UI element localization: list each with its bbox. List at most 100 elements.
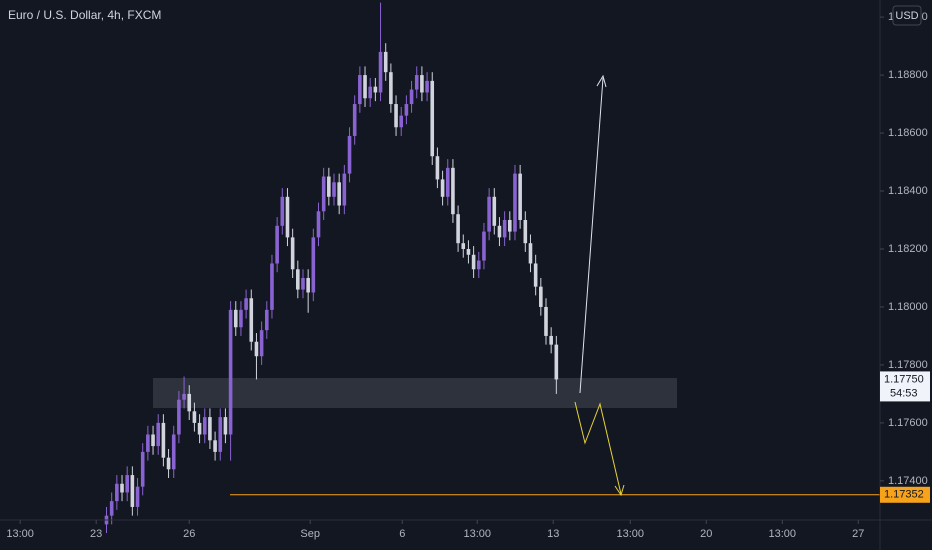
candle-body: [487, 196, 491, 232]
candle-body: [208, 417, 212, 441]
y-tick-label: 1.18200: [888, 243, 928, 255]
candle-body: [544, 306, 548, 336]
candle-body: [440, 179, 445, 197]
candle-body: [347, 135, 352, 174]
candle-body: [476, 260, 481, 270]
candle-body: [151, 434, 155, 447]
candle-body: [466, 248, 471, 255]
candle-body: [342, 173, 347, 206]
candle-body: [378, 51, 383, 93]
candle-body: [301, 277, 305, 290]
candle-body: [451, 167, 455, 215]
candle-body: [549, 335, 553, 345]
candle-body: [539, 286, 543, 307]
candle-body: [130, 475, 135, 507]
x-tick-label: 20: [700, 528, 712, 540]
candle-body: [306, 277, 310, 293]
candle-body: [280, 196, 285, 226]
candle-body: [135, 486, 140, 507]
level-label: 1.17352: [884, 489, 924, 501]
arrow-down: [574, 401, 622, 495]
currency-badge[interactable]: [892, 5, 922, 26]
candle-body: [502, 220, 507, 238]
candle-body: [239, 309, 243, 328]
candle-body: [140, 451, 145, 487]
zone: [153, 378, 677, 408]
candle-body: [109, 501, 114, 516]
candle-body: [399, 115, 404, 128]
candle-body: [166, 457, 171, 470]
candle-body: [389, 72, 393, 105]
candle-body: [249, 298, 254, 342]
countdown: 54:53: [890, 387, 918, 399]
y-tick-label: 1.18400: [888, 185, 928, 197]
currency[interactable]: USD: [895, 10, 918, 22]
candle-body: [187, 393, 192, 412]
candle-body: [296, 269, 300, 290]
x-tick-label: 23: [90, 528, 102, 540]
last-price: 1.17750: [884, 373, 924, 385]
x-tick-label: 13:00: [769, 528, 797, 540]
candle-body: [321, 176, 326, 212]
plot-area: [104, 2, 880, 534]
x-tick-label: Sep: [300, 528, 320, 540]
candle-body: [177, 399, 181, 435]
last-price-badge: [880, 371, 930, 402]
candle-body: [482, 231, 486, 261]
y-tick-label: 1.18000: [888, 301, 928, 313]
candle-body: [254, 341, 259, 357]
x-tick-label: 26: [183, 528, 195, 540]
candle-body: [461, 243, 466, 249]
candle-body: [414, 75, 419, 90]
candle-body: [171, 434, 176, 470]
candle-body: [363, 75, 367, 99]
candle-body: [337, 182, 341, 206]
candle-body: [518, 173, 522, 220]
candle-body: [435, 156, 440, 180]
x-tick-label: 13:00: [463, 528, 491, 540]
y-tick-label: 1.17400: [888, 475, 928, 487]
arrow-up: [579, 77, 604, 394]
y-tick-label: 1.18800: [888, 69, 928, 81]
candle-body: [146, 434, 150, 452]
candle-body: [233, 309, 238, 328]
candle-body: [456, 214, 460, 244]
candle-body: [425, 80, 429, 93]
candle-body: [223, 417, 228, 435]
candle-body: [445, 167, 450, 197]
candle-body: [373, 86, 378, 93]
candle-body: [508, 220, 512, 232]
candle-body: [394, 104, 398, 128]
y-tick-label: 1.17800: [888, 359, 928, 371]
x-tick-label: 6: [399, 528, 405, 540]
candle-body: [554, 344, 559, 380]
candle-body: [285, 196, 290, 238]
candle-body: [533, 263, 538, 287]
candle-body: [471, 254, 476, 270]
arrow-up-head: [596, 74, 607, 88]
candle-body: [358, 75, 362, 105]
candle-body: [290, 237, 295, 270]
chart-title: Euro / U.S. Dollar, 4h, FXCM: [8, 8, 161, 22]
x-tick-label: 13:00: [6, 528, 34, 540]
candle-body: [311, 237, 316, 293]
candle-body: [528, 243, 533, 264]
candle-body: [332, 182, 336, 197]
candle-body: [218, 417, 223, 452]
candle-body: [259, 330, 264, 357]
candle-body: [192, 411, 197, 423]
x-tick-label: 13: [547, 528, 559, 540]
candle-body: [197, 422, 202, 435]
candle-body: [244, 298, 248, 310]
candle-body: [275, 225, 279, 264]
candle-body: [264, 309, 269, 331]
candle-body: [270, 263, 274, 310]
candle-body: [420, 75, 424, 93]
y-tick-label: 1.18600: [888, 127, 928, 139]
candle-body: [213, 440, 217, 452]
level-badge: [880, 486, 930, 503]
candle-body: [115, 483, 119, 502]
candle-body: [202, 417, 207, 435]
